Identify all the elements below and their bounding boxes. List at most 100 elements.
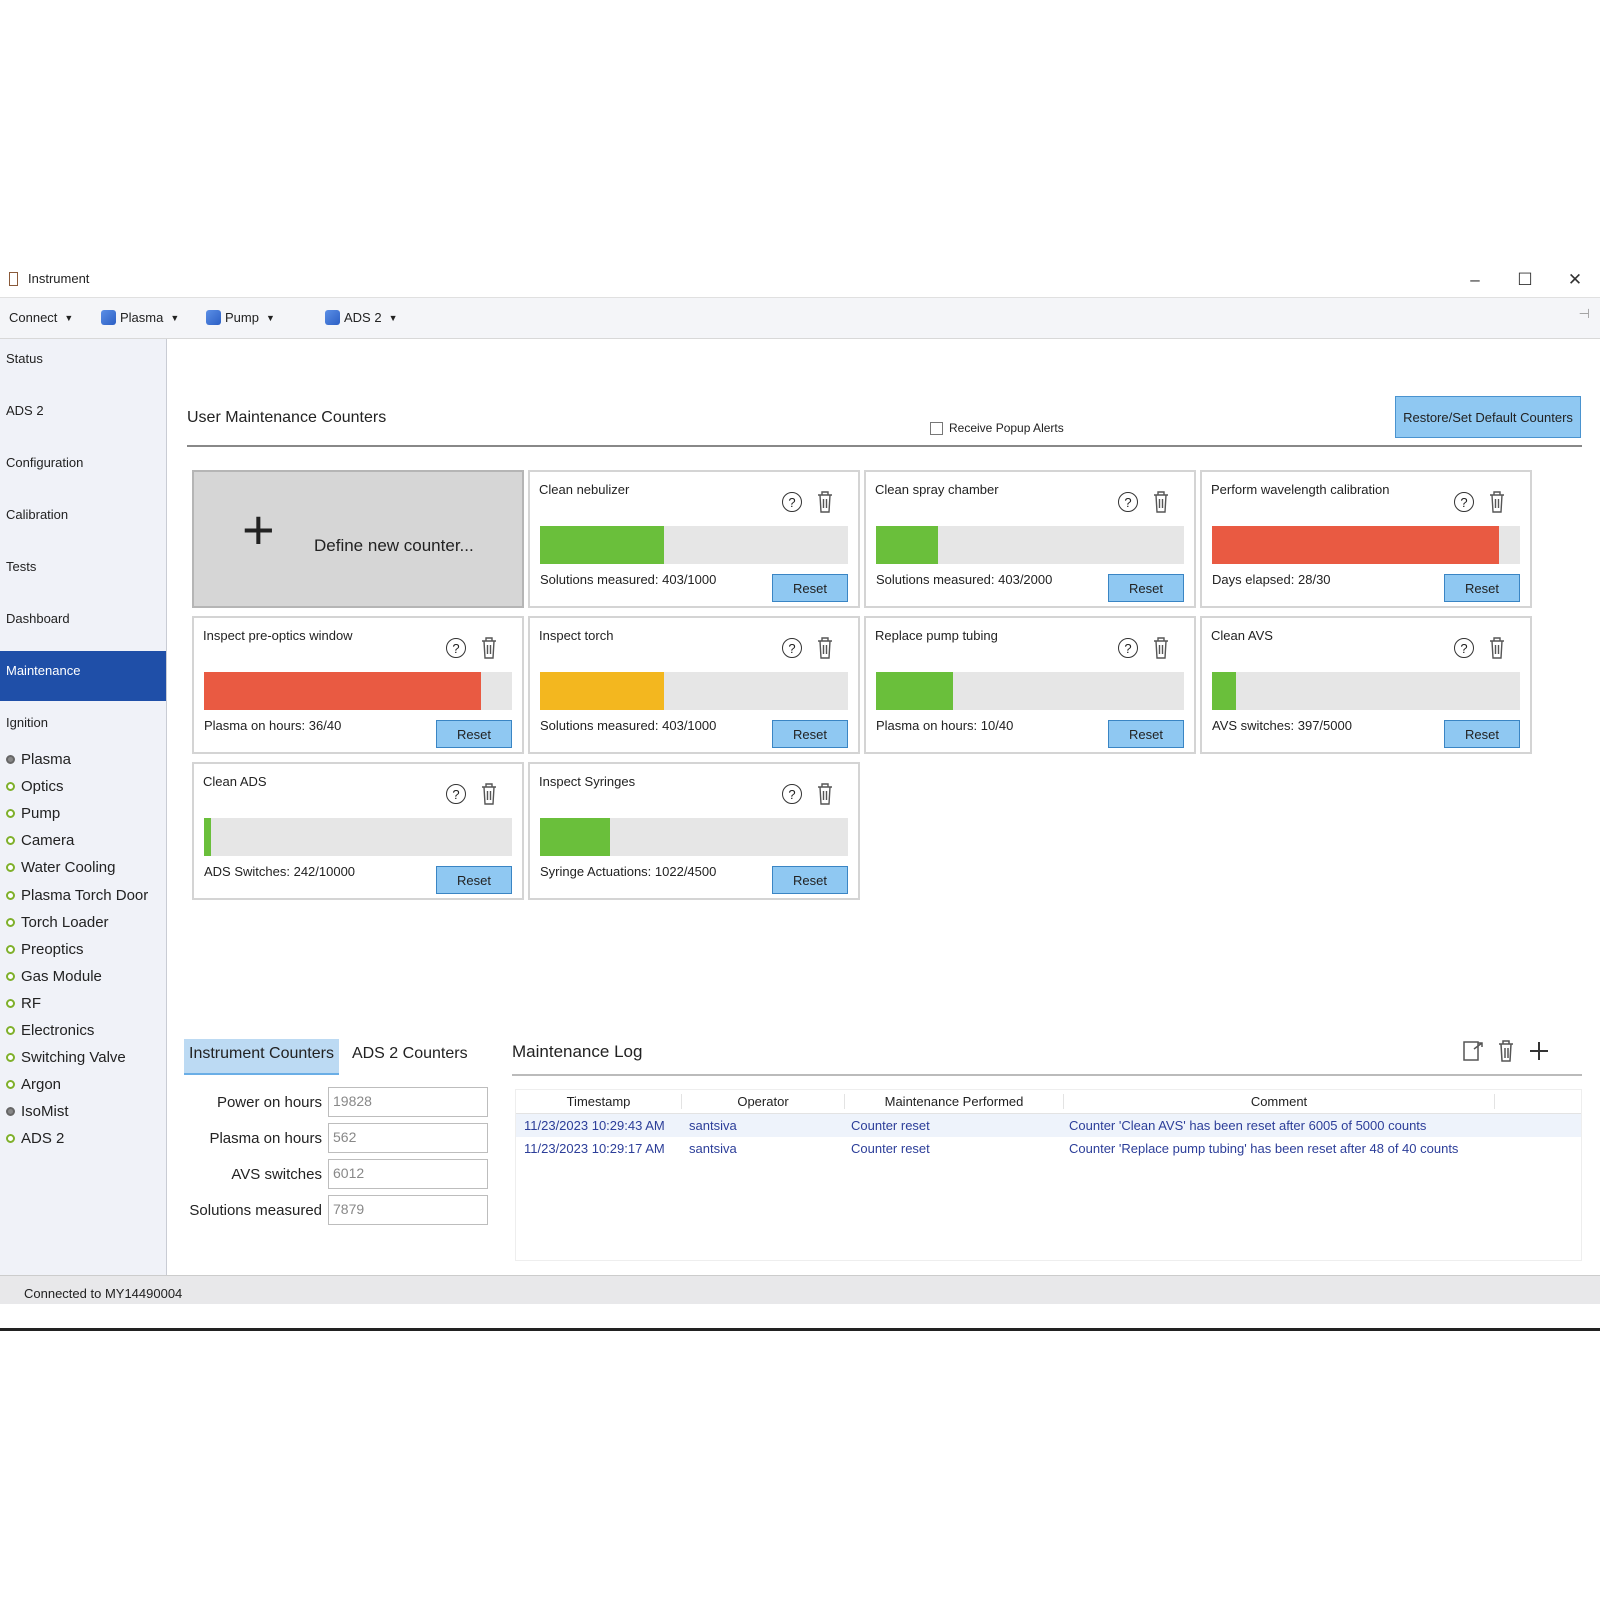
nav-tests[interactable]: Tests xyxy=(6,559,37,574)
minimize-button[interactable]: – xyxy=(1470,270,1480,289)
help-icon[interactable]: ? xyxy=(446,638,466,658)
sidebar: Status ADS 2 Configuration Calibration T… xyxy=(0,339,167,1299)
pump-menu[interactable]: Pump ▼ xyxy=(206,310,275,325)
subsystem-item[interactable]: Preoptics xyxy=(6,941,84,958)
counter-card: Inspect pre-optics window? Plasma on hour… xyxy=(192,616,524,754)
subsystem-item[interactable]: Plasma xyxy=(6,751,71,768)
help-icon[interactable]: ? xyxy=(782,784,802,804)
status-dot-icon xyxy=(6,809,15,819)
close-button[interactable]: ✕ xyxy=(1567,270,1583,289)
counter-value-field[interactable]: 19828 xyxy=(328,1087,488,1117)
subsystem-item[interactable]: Torch Loader xyxy=(6,914,109,931)
subsystem-item[interactable]: Electronics xyxy=(6,1022,94,1039)
popup-alerts-checkbox[interactable]: Receive Popup Alerts xyxy=(930,421,1064,435)
subsystem-label: Argon xyxy=(21,1076,62,1094)
nav-status[interactable]: Status xyxy=(6,351,43,366)
subsystem-item[interactable]: Water Cooling xyxy=(6,859,115,876)
help-icon[interactable]: ? xyxy=(1118,638,1138,658)
add-icon[interactable] xyxy=(1528,1040,1550,1062)
help-icon[interactable]: ? xyxy=(1454,638,1474,658)
column-header[interactable]: Maintenance Performed xyxy=(845,1094,1064,1109)
reset-button[interactable]: Reset xyxy=(1108,574,1184,602)
trash-icon[interactable] xyxy=(817,491,833,513)
trash-icon[interactable] xyxy=(817,783,833,805)
reset-button[interactable]: Reset xyxy=(436,720,512,748)
trash-icon[interactable] xyxy=(817,637,833,659)
reset-button[interactable]: Reset xyxy=(772,574,848,602)
trash-icon[interactable] xyxy=(1489,491,1505,513)
subsystem-label: Switching Valve xyxy=(21,1049,126,1067)
subsystem-item[interactable]: Plasma Torch Door xyxy=(6,887,148,904)
reset-button[interactable]: Reset xyxy=(772,720,848,748)
subsystem-item[interactable]: ADS 2 xyxy=(6,1130,64,1147)
tab-instrument-counters[interactable]: Instrument Counters xyxy=(184,1039,339,1075)
counter-value-field[interactable]: 562 xyxy=(328,1123,488,1153)
help-icon[interactable]: ? xyxy=(782,492,802,512)
ads-menu[interactable]: ADS 2 ▼ xyxy=(325,310,398,325)
table-row[interactable]: 11/23/2023 10:29:43 AM santsiva Counter … xyxy=(516,1114,1581,1137)
trash-icon[interactable] xyxy=(1153,637,1169,659)
subsystem-label: Pump xyxy=(21,805,61,823)
title-bar: Instrument – ☐ ✕ xyxy=(0,263,1600,297)
log-operator: santsiva xyxy=(689,1118,737,1133)
column-header[interactable]: Timestamp xyxy=(516,1094,682,1109)
counter-row-solutions-measured: Solutions measured 7879 xyxy=(184,1195,488,1225)
reset-button[interactable]: Reset xyxy=(772,866,848,894)
maximize-button[interactable]: ☐ xyxy=(1517,270,1533,289)
table-row[interactable]: 11/23/2023 10:29:17 AM santsiva Counter … xyxy=(516,1137,1581,1160)
subsystem-item[interactable]: IsoMist xyxy=(6,1103,69,1120)
counter-status: Solutions measured: 403/2000 xyxy=(876,572,1053,587)
nav-configuration[interactable]: Configuration xyxy=(6,455,84,470)
counter-value-field[interactable]: 6012 xyxy=(328,1159,488,1189)
counter-card: Replace pump tubing? Plasma on hours: 10/… xyxy=(864,616,1196,754)
trash-icon[interactable] xyxy=(1489,637,1505,659)
nav-dashboard[interactable]: Dashboard xyxy=(6,611,70,626)
tab-ads-2-counters[interactable]: ADS 2 Counters xyxy=(351,1045,468,1062)
pin-icon[interactable]: ⊣ xyxy=(1578,306,1590,321)
nav-calibration[interactable]: Calibration xyxy=(6,507,69,522)
subsystem-item[interactable]: Switching Valve xyxy=(6,1049,126,1066)
subsystem-label: RF xyxy=(21,994,41,1012)
define-new-counter-button[interactable]: + Define new counter... xyxy=(192,470,524,608)
trash-icon[interactable] xyxy=(481,783,497,805)
help-icon[interactable]: ? xyxy=(1118,492,1138,512)
help-icon[interactable]: ? xyxy=(1454,492,1474,512)
nav-ignition[interactable]: Ignition xyxy=(6,715,48,730)
column-header[interactable]: Comment xyxy=(1064,1094,1495,1109)
subsystem-label: ADS 2 xyxy=(21,1130,65,1148)
subsystem-item[interactable]: Camera xyxy=(6,832,74,849)
counter-value-field[interactable]: 7879 xyxy=(328,1195,488,1225)
restore-default-counters-button[interactable]: Restore/Set Default Counters xyxy=(1395,396,1581,438)
plasma-menu[interactable]: Plasma ▼ xyxy=(101,310,179,325)
connect-menu[interactable]: Connect ▼ xyxy=(9,310,73,325)
reset-button[interactable]: Reset xyxy=(1108,720,1184,748)
counter-row-plasma-on-hours: Plasma on hours 562 xyxy=(184,1123,488,1153)
maintenance-log-table: Timestamp Operator Maintenance Performed… xyxy=(515,1089,1582,1261)
counter-label: Solutions measured xyxy=(189,1201,322,1219)
counter-card: Perform wavelength calibration? Days elap… xyxy=(1200,470,1532,608)
trash-icon[interactable] xyxy=(481,637,497,659)
subsystem-item[interactable]: Optics xyxy=(6,778,64,795)
trash-icon[interactable] xyxy=(1153,491,1169,513)
subsystem-item[interactable]: Gas Module xyxy=(6,968,102,985)
help-icon[interactable]: ? xyxy=(446,784,466,804)
nav-maintenance[interactable]: Maintenance xyxy=(0,651,166,701)
subsystem-item[interactable]: RF xyxy=(6,995,41,1012)
counter-card: Inspect torch? Solutions measured: 403/10… xyxy=(528,616,860,754)
export-icon[interactable] xyxy=(1462,1039,1484,1063)
reset-button[interactable]: Reset xyxy=(1444,720,1520,748)
delete-icon[interactable] xyxy=(1496,1039,1516,1063)
reset-button[interactable]: Reset xyxy=(436,866,512,894)
reset-button[interactable]: Reset xyxy=(1444,574,1520,602)
column-header[interactable]: Operator xyxy=(682,1094,845,1109)
nav-ads-2[interactable]: ADS 2 xyxy=(6,403,44,418)
popup-alerts-label: Receive Popup Alerts xyxy=(949,421,1064,435)
subsystem-item[interactable]: Argon xyxy=(6,1076,61,1093)
checkbox-icon[interactable] xyxy=(930,421,943,435)
help-icon[interactable]: ? xyxy=(782,638,802,658)
subsystem-item[interactable]: Pump xyxy=(6,805,60,822)
counter-title: Clean AVS xyxy=(1211,628,1273,643)
status-dot-icon xyxy=(6,863,15,873)
connection-status: Connected to MY14490004 xyxy=(24,1286,183,1301)
counter-card: Clean AVS? AVS switches: 397/5000 Reset xyxy=(1200,616,1532,754)
